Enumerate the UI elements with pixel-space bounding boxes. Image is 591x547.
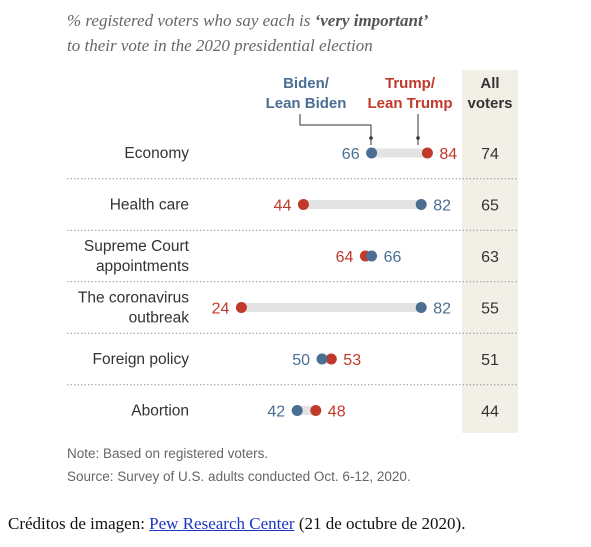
category-label: appointments (96, 258, 189, 275)
category-label: Supreme Court (84, 238, 190, 255)
legend-biden-leader-tip (369, 136, 373, 140)
biden-value-label: 66 (384, 249, 402, 266)
legend-biden-leader (299, 114, 372, 145)
biden-dot (291, 405, 303, 416)
range-bar (241, 303, 422, 312)
trump-value-label: 64 (336, 249, 354, 266)
pew-research-link[interactable]: Pew Research Center (149, 514, 295, 533)
trump-dot (325, 353, 337, 365)
category-label: Abortion (131, 403, 189, 420)
all-voters-value: 44 (481, 404, 499, 421)
all-voters-column-bg (462, 70, 518, 433)
legend-all-line2: voters (467, 95, 512, 112)
all-voters-value: 65 (481, 198, 499, 215)
biden-dot (415, 199, 427, 210)
trump-value-label: 84 (439, 146, 457, 163)
biden-dot (415, 302, 427, 313)
image-credits: Créditos de imagen: Pew Research Center … (8, 514, 465, 534)
biden-value-label: 82 (433, 301, 451, 318)
all-voters-value: 63 (481, 249, 499, 266)
credits-suffix: (21 de octubre de 2020). (294, 514, 466, 533)
biden-dot (366, 250, 378, 262)
all-voters-value: 55 (481, 301, 499, 318)
legend: Biden/ Lean Biden Trump/ Lean Trump All … (266, 75, 513, 145)
trump-value-label: 24 (212, 301, 230, 318)
note-text: Note: Based on registered voters. (67, 446, 268, 461)
biden-value-label: 50 (292, 352, 310, 369)
source-text: Source: Survey of U.S. adults conducted … (67, 469, 411, 484)
biden-value-label: 66 (342, 146, 360, 163)
trump-value-label: 44 (274, 198, 292, 215)
trump-value-label: 48 (328, 404, 346, 421)
chart-title: % registered voters who say each is ‘ver… (67, 11, 429, 30)
range-bar (297, 406, 316, 415)
trump-dot (310, 405, 322, 416)
legend-trump-line1: Trump/ (385, 75, 436, 92)
legend-biden-line1: Biden/ (283, 75, 330, 92)
trump-dot (235, 302, 247, 313)
category-label: The coronavirus (78, 290, 189, 307)
chart-title-line2: to their vote in the 2020 presidential e… (67, 36, 373, 55)
legend-trump-line2: Lean Trump (367, 95, 452, 112)
all-voters-value: 74 (481, 146, 499, 163)
legend-trump-leader-tip (416, 136, 420, 140)
biden-dot (316, 353, 328, 365)
legend-biden-line2: Lean Biden (266, 95, 347, 112)
category-label: Foreign policy (93, 351, 190, 368)
biden-value-label: 42 (267, 404, 285, 421)
biden-value-label: 82 (433, 198, 451, 215)
credits-prefix: Créditos de imagen: (8, 514, 150, 533)
chart-rows: Economy 66 84 74 Health care 82 44 65 Supreme Co… (67, 145, 518, 421)
category-label: Economy (124, 145, 189, 162)
all-voters-value: 51 (481, 352, 499, 369)
range-bar (303, 200, 422, 209)
category-label: outbreak (129, 310, 190, 327)
legend-all-line1: All (480, 75, 499, 92)
trump-value-label: 53 (343, 352, 361, 369)
biden-dot (366, 147, 378, 159)
category-label: Health care (110, 197, 189, 214)
chart-title-prefix: % registered voters who say each is (67, 11, 315, 30)
chart-title-emphasis: ‘very important’ (315, 11, 429, 30)
trump-dot (297, 199, 309, 210)
range-bar (371, 148, 428, 158)
trump-dot (421, 147, 433, 159)
